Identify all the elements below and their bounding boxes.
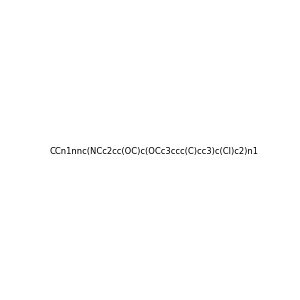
Text: CCn1nnc(NCc2cc(OC)c(OCc3ccc(C)cc3)c(Cl)c2)n1: CCn1nnc(NCc2cc(OC)c(OCc3ccc(C)cc3)c(Cl)c… xyxy=(49,147,258,156)
